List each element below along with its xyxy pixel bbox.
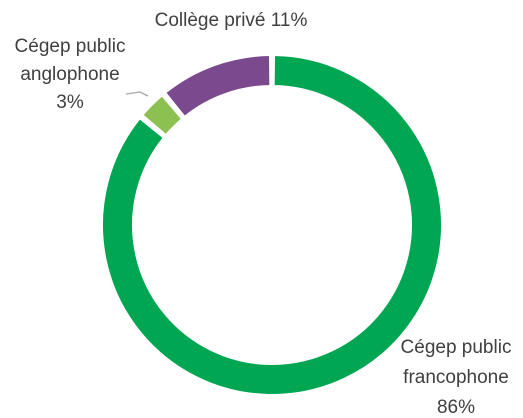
donut-slice-2 (140, 93, 184, 137)
slice-label-2-line-1: Cégep public (15, 36, 126, 57)
leader-line (125, 91, 149, 97)
slice-label-1-line-1: Cégep public (401, 337, 512, 358)
slice-label-3-line-1: Collège privé 11% (155, 10, 308, 31)
donut-slice-1 (101, 53, 443, 396)
slice-label-2-line-3: 3% (56, 92, 84, 113)
slice-label-1-line-2: francophone (403, 367, 509, 388)
slice-label-1-line-3: 86% (437, 397, 475, 418)
slice-label-2-line-2: anglophone (20, 64, 119, 85)
donut-slice-3 (163, 53, 272, 119)
